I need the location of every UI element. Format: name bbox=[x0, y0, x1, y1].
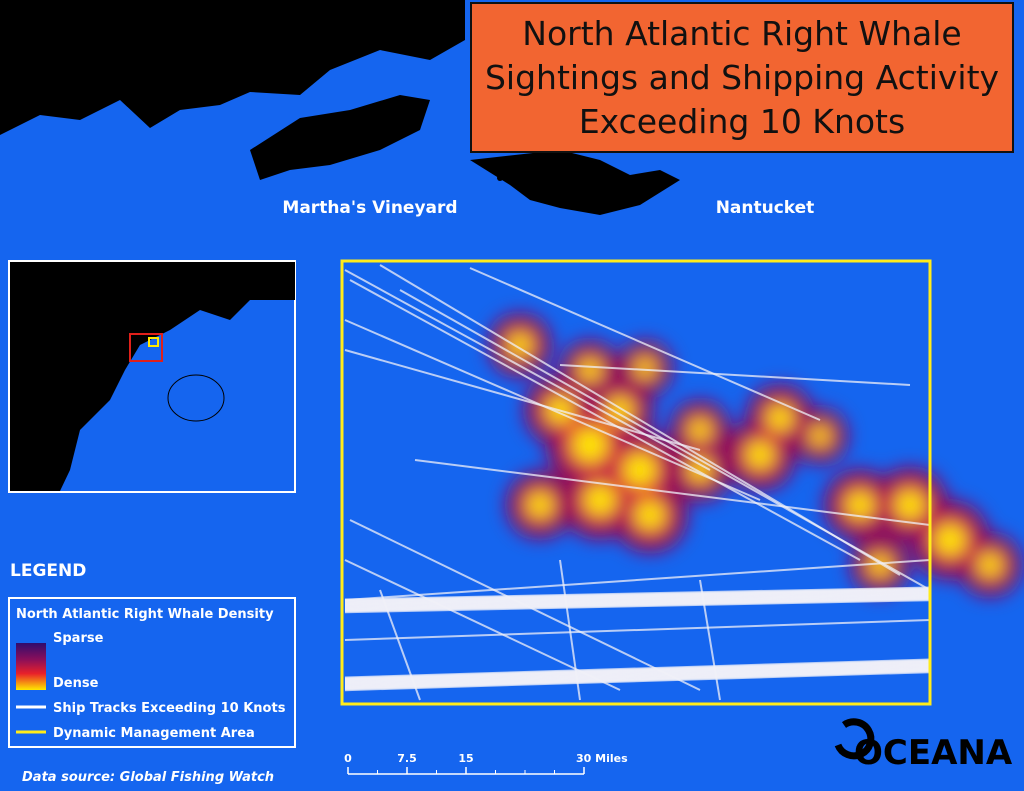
legend-label: Sparse bbox=[53, 631, 104, 646]
density-blob bbox=[624, 454, 656, 486]
legend bbox=[8, 597, 296, 748]
ship-track bbox=[469, 267, 821, 421]
ship-track bbox=[344, 598, 931, 614]
ship-tracks bbox=[344, 264, 931, 701]
source: Data source: Global Fishing Watch bbox=[22, 770, 274, 785]
ship-track bbox=[414, 459, 931, 526]
whale-density bbox=[488, 313, 1022, 597]
place-label: Martha's Vineyard bbox=[282, 198, 457, 218]
legend-label: Dynamic Management Area bbox=[53, 726, 255, 741]
ship-track bbox=[344, 619, 931, 641]
density-blob bbox=[580, 360, 600, 380]
inset-map bbox=[8, 260, 296, 493]
density-blob bbox=[636, 359, 654, 377]
density-blob bbox=[573, 428, 607, 462]
density-swatch bbox=[16, 643, 46, 690]
ship-track bbox=[344, 559, 931, 601]
legend-label: Dense bbox=[53, 676, 99, 691]
density-blob bbox=[747, 442, 773, 468]
density-blob bbox=[935, 525, 965, 555]
legend-title: North Atlantic Right Whale Density bbox=[16, 607, 274, 622]
ship-track bbox=[344, 349, 701, 451]
ship-track bbox=[344, 670, 931, 692]
scale-label: 30 Miles bbox=[576, 752, 628, 765]
title: North Atlantic Right Whale Sightings and… bbox=[470, 2, 1014, 153]
legend-label: Ship Tracks Exceeding 10 Knots bbox=[53, 701, 286, 716]
scale-label: 7.5 bbox=[397, 752, 417, 765]
density-blob bbox=[636, 501, 664, 529]
land bbox=[0, 0, 680, 215]
scale-bar: 0 7.5 15 30 Miles bbox=[344, 752, 628, 775]
density-blob bbox=[811, 427, 829, 445]
place-label: Nantucket bbox=[716, 198, 815, 218]
scale-label: 15 bbox=[458, 752, 473, 765]
density-blob bbox=[896, 491, 924, 519]
logo-mark bbox=[834, 718, 875, 760]
logo: OCEANA bbox=[854, 733, 1013, 773]
scale-label: 0 bbox=[344, 752, 352, 765]
density-blob bbox=[847, 492, 873, 518]
ship-track bbox=[349, 279, 861, 561]
density-blob bbox=[585, 485, 615, 515]
ship-track bbox=[559, 364, 911, 386]
density-blob bbox=[528, 493, 552, 517]
management-area bbox=[340, 259, 932, 706]
legend-heading: LEGEND bbox=[10, 561, 86, 581]
ship-track bbox=[344, 319, 761, 501]
density-blob bbox=[690, 420, 710, 440]
density-blob bbox=[979, 554, 1001, 576]
density-blob bbox=[509, 334, 531, 356]
density-blob bbox=[768, 406, 792, 430]
ship-track bbox=[344, 559, 621, 691]
